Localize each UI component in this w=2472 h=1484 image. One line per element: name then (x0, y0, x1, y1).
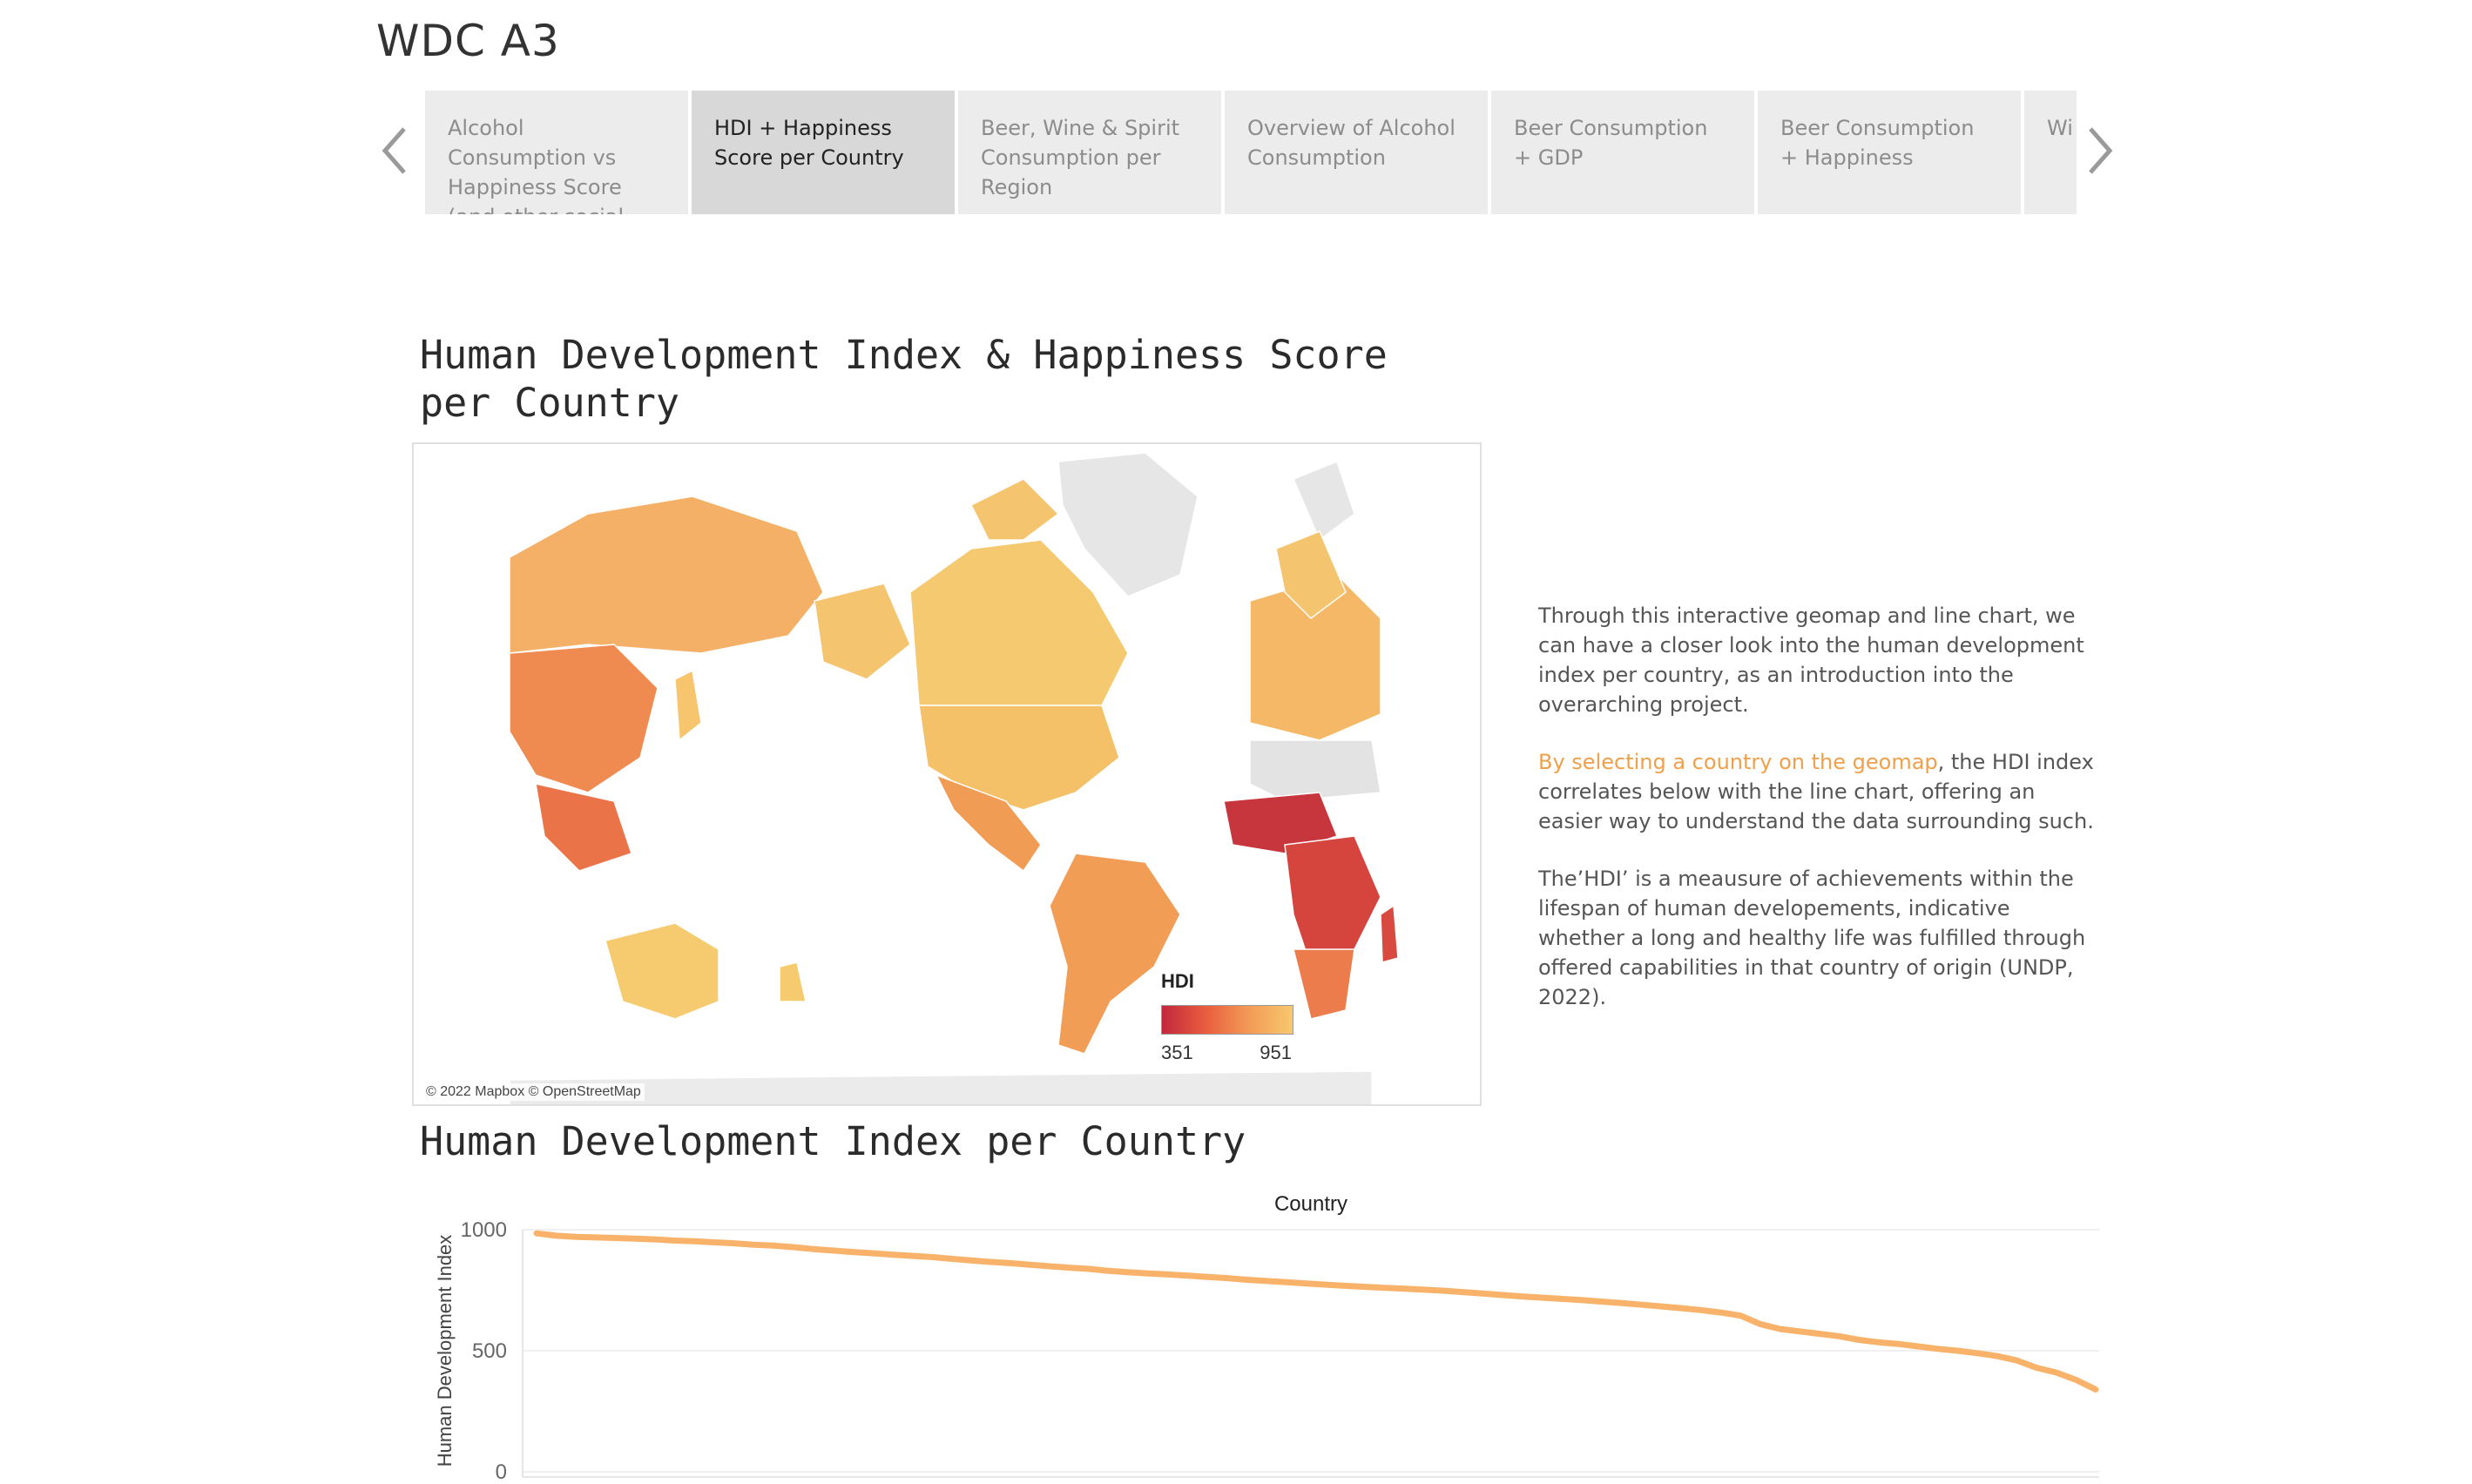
hdi-legend: HDI 351 951 (1161, 970, 1300, 1064)
legend-title: HDI (1161, 970, 1194, 992)
description-highlight: By selecting a country on the geomap (1538, 750, 1938, 774)
chart-title: Country (1274, 1192, 1347, 1216)
region-canada-islands (969, 478, 1060, 541)
region-russia (509, 496, 824, 654)
region-alaska (814, 583, 911, 680)
region-japan (674, 669, 702, 742)
region-south-america (1049, 853, 1181, 1055)
description-paragraph-2-text: , the HDI index correlates below with th… (1538, 750, 2094, 833)
story-tab[interactable]: Beer Consumption + Happiness (1758, 91, 2021, 214)
hdi-geomap[interactable]: HDI 351 951 © 2022 Mapbox © OpenStreetMa… (412, 442, 1482, 1106)
description-paragraph-2: By selecting a country on the geomap, th… (1538, 747, 2096, 836)
map-title: Human Development Index & Happiness Scor… (420, 332, 1388, 426)
region-canada (909, 539, 1129, 706)
line-chart-title: Human Development Index per Country (420, 1118, 1246, 1164)
chevron-right-icon[interactable] (2080, 122, 2118, 179)
region-arctic-russia (1293, 461, 1355, 542)
region-china (509, 644, 659, 793)
description-paragraph-1: Through this interactive geomap and line… (1538, 604, 2084, 717)
description-panel: Through this interactive geomap and line… (1538, 601, 2096, 1040)
y-axis-label: Human Development Index (434, 1235, 456, 1467)
region-mexico (935, 773, 1042, 873)
legend-max: 951 (1260, 1042, 1292, 1063)
region-australia (604, 922, 719, 1020)
story-tab[interactable]: HDI + Happiness Score per Country (692, 91, 955, 214)
region-greenland (1057, 452, 1199, 597)
y-tick-label: 0 (496, 1460, 507, 1484)
description-paragraph-3: The’HDI’ is a meausure of achievements w… (1538, 867, 2086, 1009)
story-tab[interactable]: Beer, Wine & Spirit Consumption per Regi… (958, 91, 1221, 214)
story-tab[interactable]: Beer Consumption + GDP (1491, 91, 1754, 214)
hdi-line-chart[interactable]: Country 0 500 1000 Human Development Index (418, 1184, 2160, 1484)
region-central-africa (1284, 835, 1381, 968)
legend-color-ramp (1161, 1005, 1293, 1035)
region-scandinavia (1275, 530, 1347, 619)
y-tick-label: 500 (472, 1339, 507, 1363)
region-se-asia (535, 783, 632, 872)
region-north-africa (1249, 739, 1381, 802)
region-madagascar (1380, 904, 1399, 963)
story-tab[interactable]: Wi Ha (2024, 91, 2077, 214)
chevron-left-icon[interactable] (376, 122, 415, 179)
story-title: WDC A3 (376, 16, 560, 66)
map-attribution[interactable]: © 2022 Mapbox © OpenStreetMap (422, 1083, 645, 1101)
story-tab[interactable]: Alcohol Consumption vs Happiness Score (… (425, 91, 688, 214)
legend-min: 351 (1161, 1042, 1193, 1063)
story-tab[interactable]: Overview of Alcohol Consumption (1225, 91, 1488, 214)
y-tick-label: 1000 (461, 1218, 507, 1242)
story-tab-strip: Alcohol Consumption vs Happiness Score (… (425, 91, 2077, 214)
region-new-zealand (779, 961, 807, 1002)
region-usa (918, 705, 1120, 811)
region-southern-africa (1293, 948, 1355, 1020)
hdi-series-line (533, 1230, 2099, 1393)
